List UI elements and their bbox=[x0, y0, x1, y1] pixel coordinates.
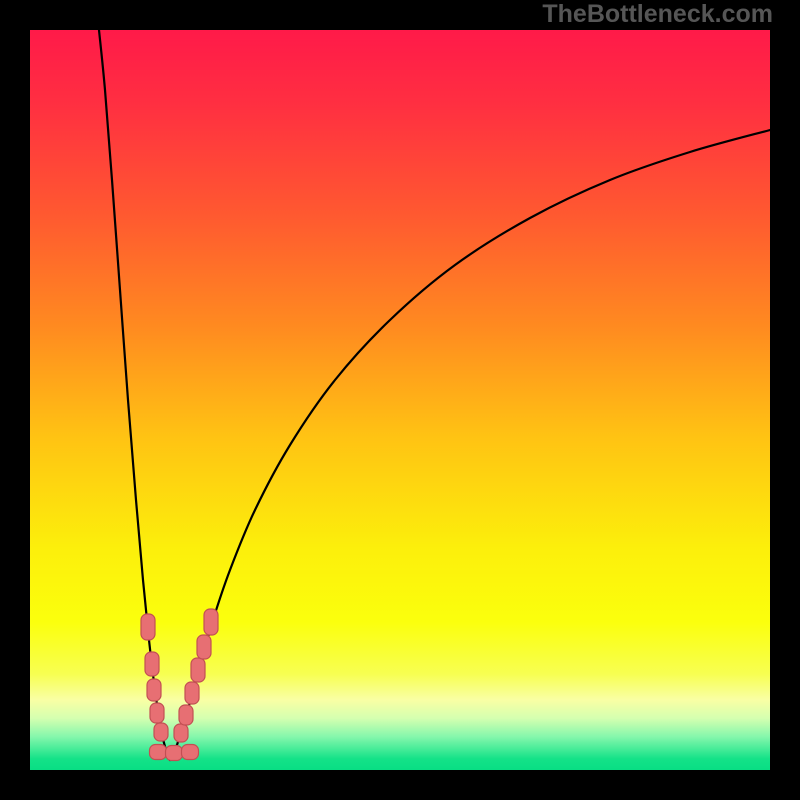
data-marker bbox=[141, 614, 155, 640]
chart-svg bbox=[30, 30, 770, 770]
data-marker bbox=[204, 609, 218, 635]
data-marker bbox=[145, 652, 159, 676]
data-marker bbox=[166, 746, 183, 761]
data-marker bbox=[182, 745, 199, 760]
data-marker bbox=[150, 745, 167, 760]
data-marker bbox=[147, 679, 161, 701]
curve-left bbox=[99, 30, 170, 760]
data-marker bbox=[197, 635, 211, 659]
data-marker bbox=[179, 705, 193, 725]
data-marker bbox=[191, 658, 205, 682]
data-marker bbox=[154, 723, 168, 741]
data-marker bbox=[185, 682, 199, 704]
data-marker bbox=[174, 724, 188, 742]
plot-area bbox=[30, 30, 770, 770]
watermark-text: TheBottleneck.com bbox=[542, 0, 773, 29]
curve-right bbox=[170, 130, 770, 760]
data-marker bbox=[150, 703, 164, 723]
